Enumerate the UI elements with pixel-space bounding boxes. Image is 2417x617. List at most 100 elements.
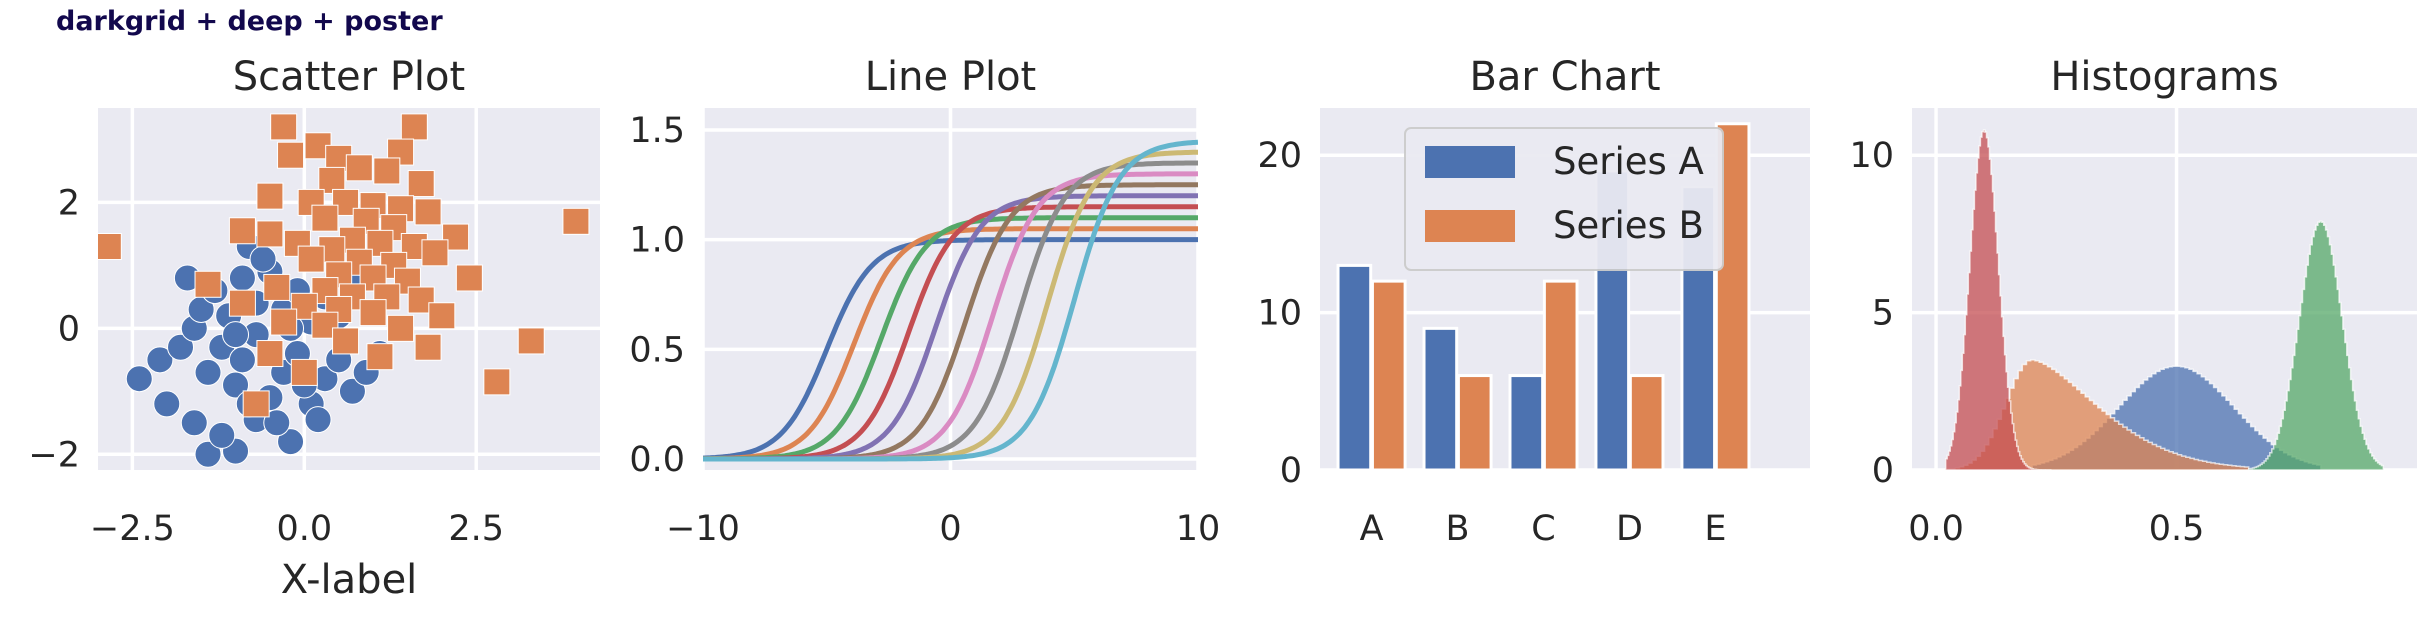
scatter-point bbox=[421, 239, 449, 267]
y-tick-label: 0 bbox=[58, 309, 80, 349]
scatter-point bbox=[98, 233, 122, 261]
scatter-point bbox=[263, 273, 291, 301]
scatter-point bbox=[222, 321, 250, 349]
histogram bbox=[2247, 220, 2385, 470]
x-tick-label: 0 bbox=[939, 509, 961, 549]
scatter-point bbox=[167, 333, 195, 361]
scatter-point bbox=[208, 421, 236, 449]
plot-marks bbox=[98, 113, 590, 468]
bar bbox=[1508, 374, 1545, 470]
panel-3: Bar Chart 0 10 20 A B C D E Series A Series B bbox=[1257, 54, 1810, 549]
panel-4: Histograms 0 5 10 0.0 0.5 bbox=[1849, 54, 2417, 549]
scatter-point bbox=[228, 264, 256, 292]
scatter-point bbox=[222, 371, 250, 399]
scatter-point bbox=[338, 377, 366, 405]
x-tick-label: 10 bbox=[1176, 509, 1221, 549]
x-tick-label: −10 bbox=[666, 509, 740, 549]
scatter-point bbox=[290, 358, 318, 386]
scatter-point bbox=[277, 428, 305, 456]
plot-marks bbox=[1944, 129, 2385, 470]
chart-title: Histograms bbox=[2050, 54, 2278, 100]
x-tick-label: 0.0 bbox=[1908, 509, 1964, 549]
scatter-point bbox=[194, 358, 222, 386]
y-tick-label: 1.0 bbox=[629, 221, 685, 261]
figure-title: darkgrid + deep + poster bbox=[56, 6, 443, 37]
y-tick-label: −2 bbox=[28, 435, 80, 475]
scatter-point bbox=[373, 157, 401, 185]
x-tick-label: E bbox=[1704, 509, 1726, 549]
scatter-point bbox=[228, 289, 256, 317]
legend-label: Series B bbox=[1553, 204, 1704, 247]
x-tick-label: −2.5 bbox=[90, 509, 175, 549]
x-tick-label: 2.5 bbox=[448, 509, 504, 549]
bar bbox=[1370, 279, 1407, 470]
plot-marks bbox=[703, 139, 1198, 462]
x-tick-label: D bbox=[1616, 509, 1643, 549]
chart-title: Line Plot bbox=[865, 54, 1036, 100]
scatter-point bbox=[407, 286, 435, 314]
legend-label: Series A bbox=[1553, 140, 1704, 183]
scatter-point bbox=[256, 340, 284, 368]
scatter-point bbox=[180, 409, 208, 437]
scatter-point bbox=[366, 343, 394, 371]
scatter-point bbox=[517, 327, 545, 355]
scatter-point bbox=[228, 346, 256, 374]
scatter-point bbox=[194, 440, 222, 468]
scatter-point bbox=[359, 299, 387, 327]
scatter-point bbox=[428, 302, 456, 330]
y-tick-label: 1.5 bbox=[629, 111, 685, 151]
panel-1: Scatter Plot −2 0 2 −2.5 0.0 2.5 X-label bbox=[28, 54, 600, 603]
scatter-point bbox=[414, 333, 442, 361]
y-tick-label: 20 bbox=[1257, 136, 1302, 176]
scatter-point bbox=[256, 220, 284, 248]
x-tick-label: 0.5 bbox=[2149, 509, 2205, 549]
scatter-point bbox=[263, 409, 291, 437]
scatter-point bbox=[146, 346, 174, 374]
scatter-point bbox=[242, 390, 270, 418]
scatter-point bbox=[400, 113, 428, 141]
scatter-point bbox=[228, 217, 256, 245]
series-line bbox=[703, 226, 1198, 462]
y-tick-label: 10 bbox=[1257, 294, 1302, 334]
bar bbox=[1628, 374, 1665, 470]
scatter-point bbox=[345, 154, 373, 182]
legend-swatch bbox=[1425, 146, 1515, 178]
y-tick-label: 0 bbox=[1872, 451, 1894, 491]
x-tick-label: B bbox=[1446, 509, 1470, 549]
chart-title: Bar Chart bbox=[1469, 54, 1660, 100]
scatter-point bbox=[125, 365, 153, 393]
y-tick-label: 5 bbox=[1872, 294, 1894, 334]
x-axis-label: X-label bbox=[281, 557, 418, 603]
y-tick-label: 10 bbox=[1849, 136, 1894, 176]
x-tick-label: A bbox=[1360, 509, 1384, 549]
bar bbox=[1542, 279, 1579, 470]
chart-title: Scatter Plot bbox=[233, 54, 465, 100]
histogram bbox=[1944, 129, 2052, 470]
scatter-point bbox=[407, 170, 435, 198]
x-tick-label: C bbox=[1531, 509, 1555, 549]
scatter-point bbox=[256, 182, 284, 210]
scatter-point bbox=[270, 308, 298, 336]
plot-marks bbox=[1336, 122, 1751, 470]
legend: Series A Series B bbox=[1404, 127, 1724, 271]
scatter-point bbox=[332, 327, 360, 355]
scatter-point bbox=[562, 207, 590, 235]
y-tick-label: 0.5 bbox=[629, 330, 685, 370]
legend-swatch bbox=[1425, 210, 1515, 242]
scatter-point bbox=[387, 314, 415, 342]
scatter-point bbox=[455, 264, 483, 292]
scatter-point bbox=[194, 270, 222, 298]
scatter-point bbox=[483, 368, 511, 396]
bar bbox=[1456, 374, 1493, 470]
scatter-point bbox=[311, 204, 339, 232]
scatter-point bbox=[304, 406, 332, 434]
scatter-point bbox=[249, 245, 277, 273]
bar bbox=[1422, 326, 1459, 470]
panel-2: Line Plot 0.0 0.5 1.0 1.5 −10 0 10 bbox=[629, 54, 1220, 549]
scatter-point bbox=[414, 198, 442, 226]
y-tick-label: 2 bbox=[58, 183, 80, 223]
series-line bbox=[703, 139, 1198, 462]
scatter-point bbox=[277, 141, 305, 169]
scatter-point bbox=[153, 390, 181, 418]
